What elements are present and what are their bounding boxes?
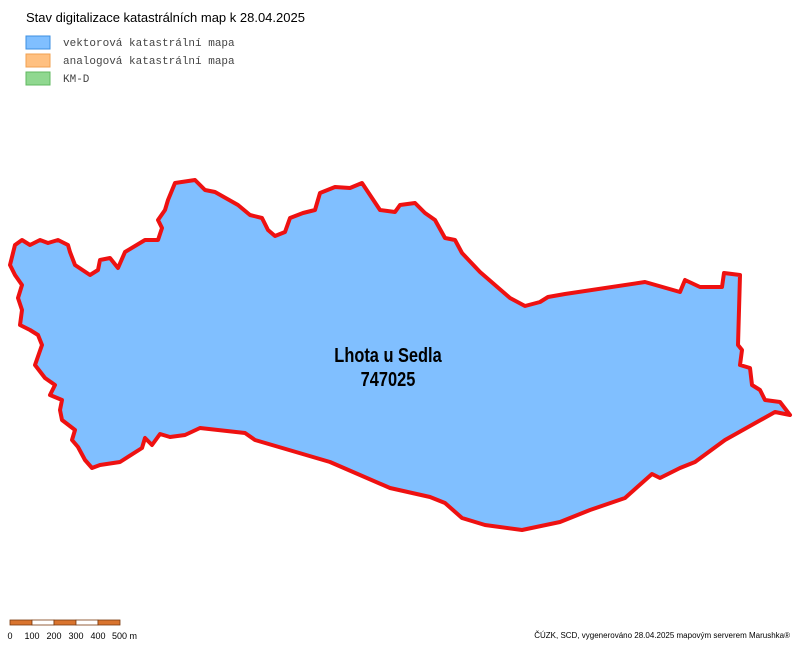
scale-segment [75,619,99,626]
map-title: Stav digitalizace katastrálních map k 28… [26,10,305,25]
scale-label: 200 [46,631,61,641]
scale-label: 0 [7,631,12,641]
scale-label: 500 m [112,631,137,641]
legend-swatch [25,35,51,50]
area-name: Lhota u Sedla [334,343,442,366]
scale-segment [53,619,77,626]
attribution: ČÚZK, SCD, vygenerováno 28.04.2025 mapov… [534,631,790,640]
scale-segment [9,619,33,626]
legend-swatch [25,71,51,86]
cadastral-area [8,178,792,532]
legend-swatch [25,53,51,68]
legend-label: vektorová katastrální mapa [63,38,235,50]
scale-label: 100 [24,631,39,641]
scale-label: 400 [90,631,105,641]
scale-bar: 0 100 200 300 400 500 m [7,619,137,641]
area-code: 747025 [361,367,416,390]
legend: vektorová katastrální mapa analogová kata… [25,35,235,86]
legend-label: analogová katastrální mapa [63,56,235,68]
scale-segment [31,619,55,626]
scale-label: 300 [68,631,83,641]
scale-segment [97,619,121,626]
legend-label: KM-D [63,74,90,86]
